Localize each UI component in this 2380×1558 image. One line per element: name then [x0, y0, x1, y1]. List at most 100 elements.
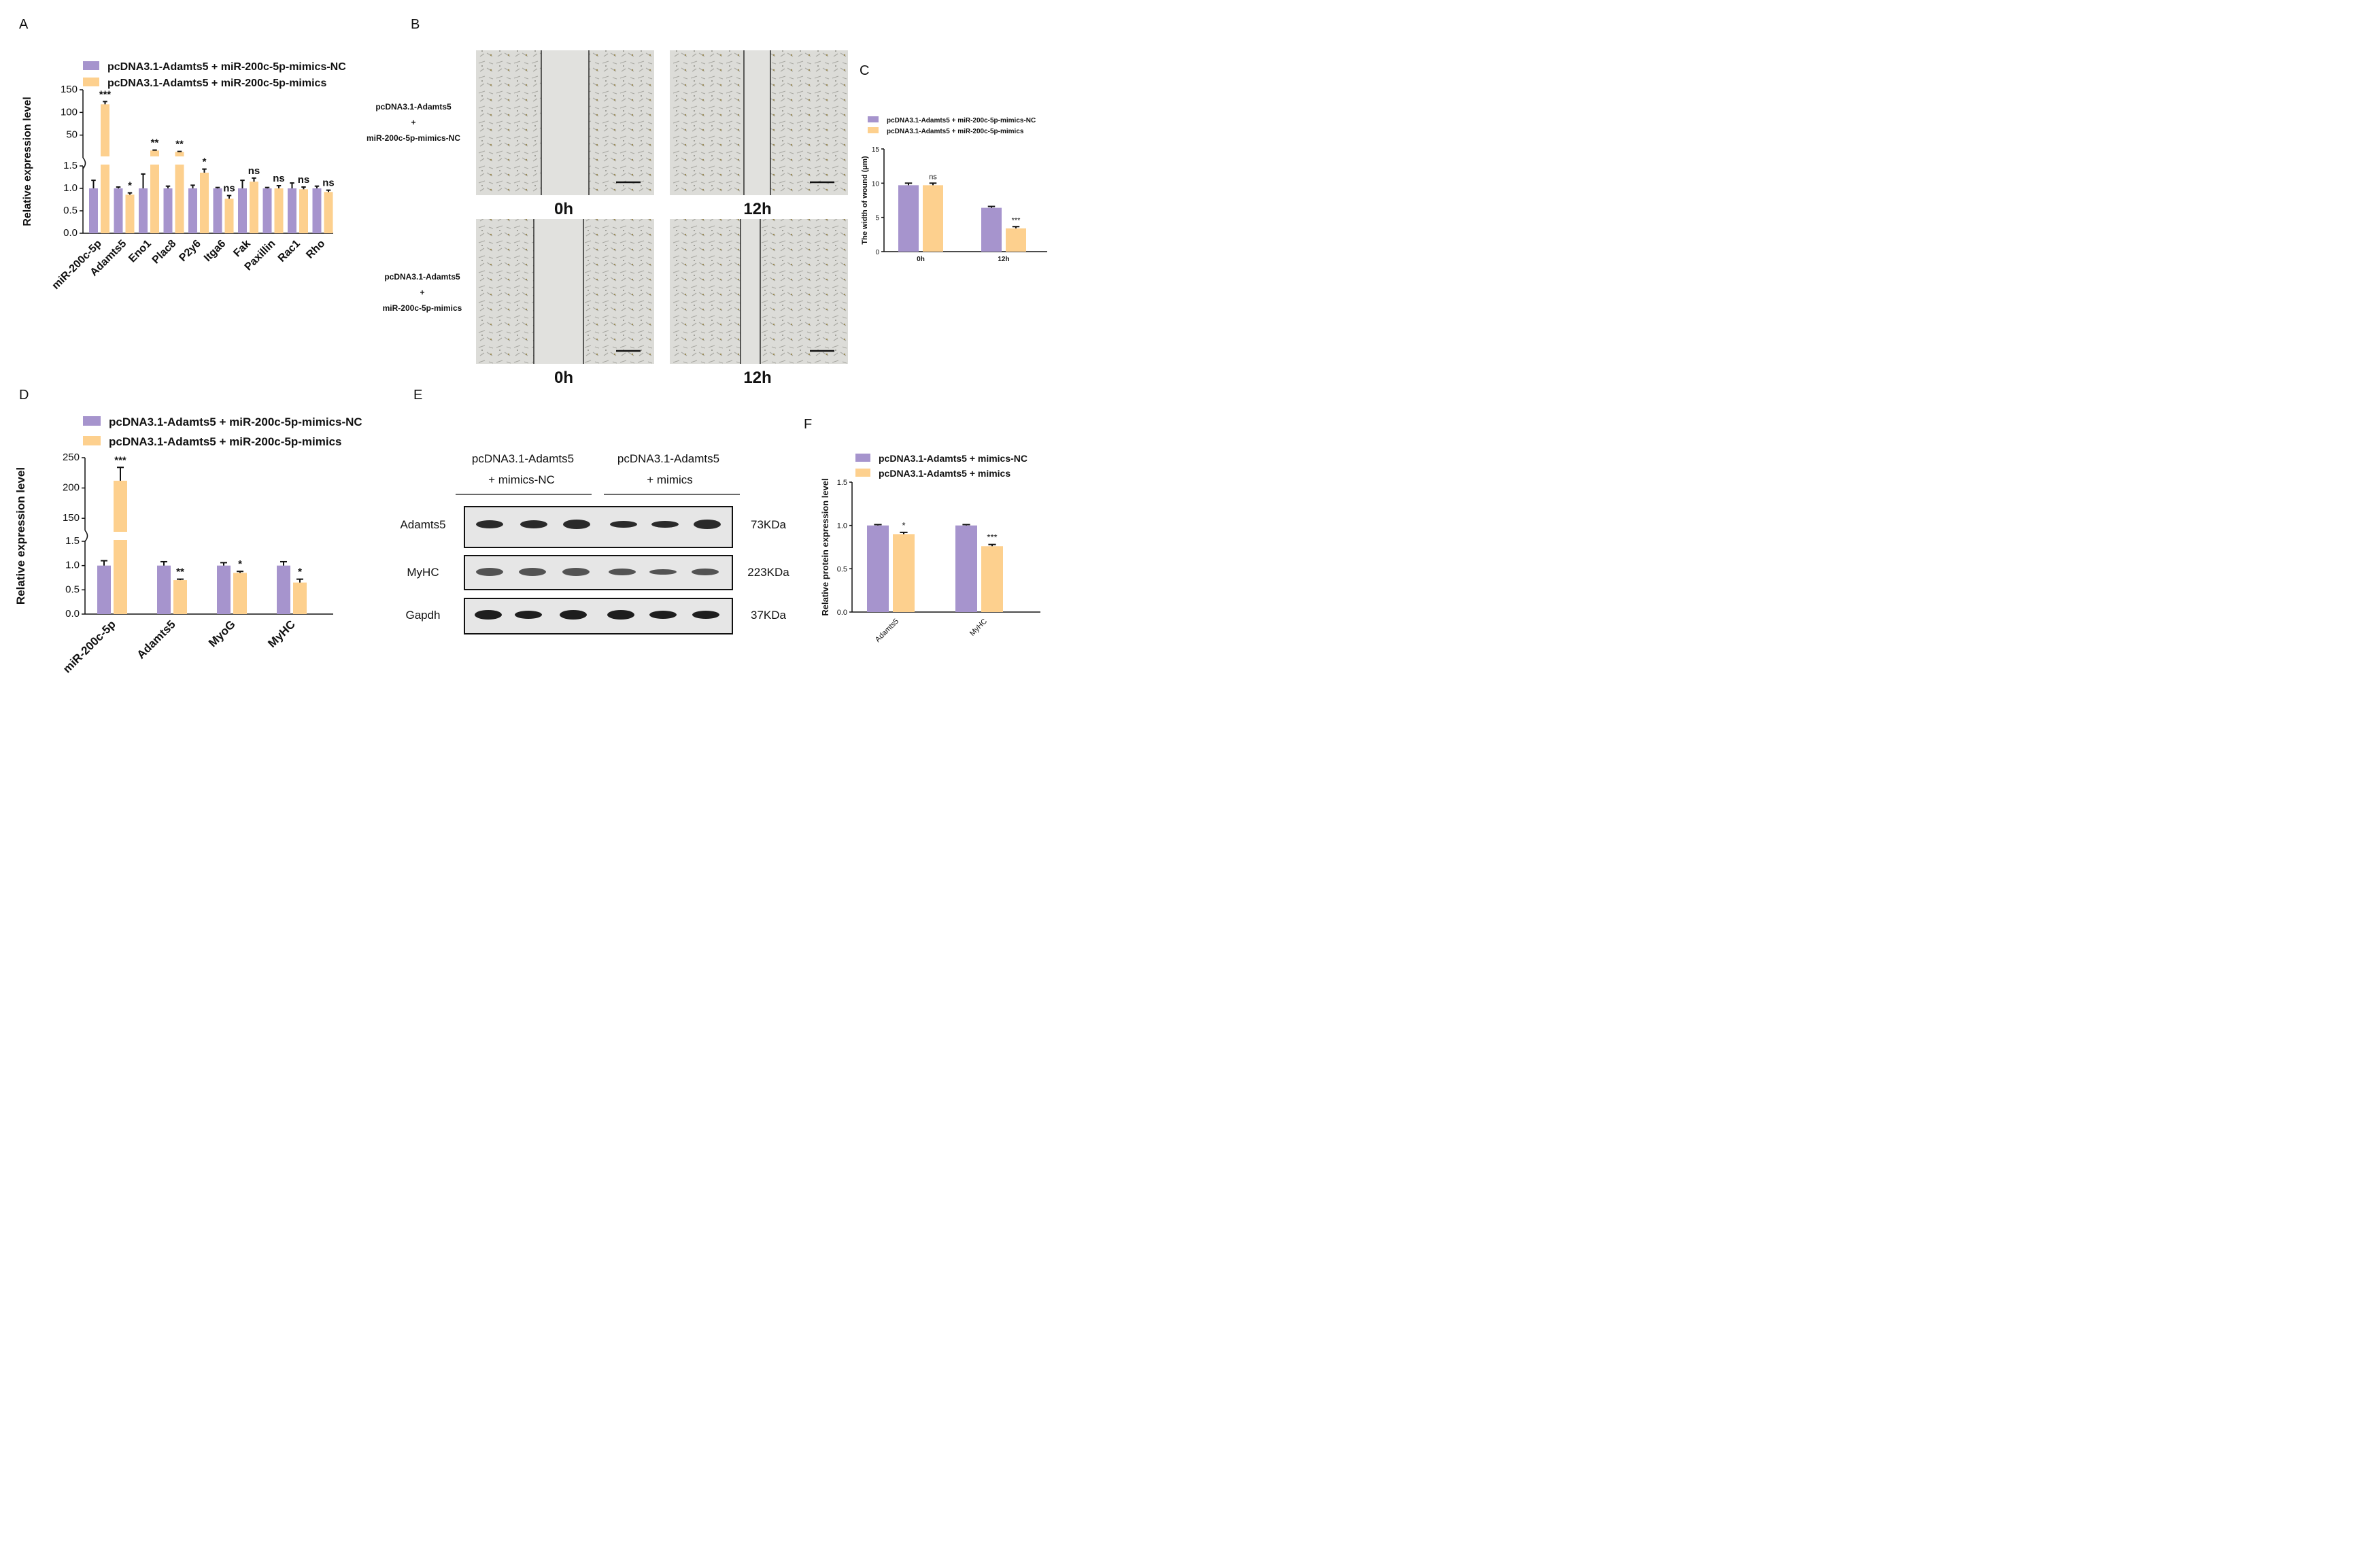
protein-band [563, 520, 590, 529]
nc-bar [955, 525, 977, 612]
time-label: 0h [554, 369, 573, 387]
y-tick-label: 1.5 [65, 535, 80, 547]
protein-band [560, 610, 587, 620]
blot-size-label: 73KDa [751, 518, 787, 531]
protein-band [610, 521, 637, 528]
legend-label: pcDNA3.1-Adamts5 + miR-200c-5p-mimics [109, 435, 341, 448]
y-tick-label: 0.5 [65, 583, 80, 595]
time-label: 12h [743, 369, 771, 387]
x-tick-label: MyHC [265, 617, 297, 649]
x-tick-label: MyHC [968, 617, 989, 638]
row-label-nc: pcDNA3.1-Adamts5 [375, 102, 452, 112]
mimics-bar [981, 546, 1003, 612]
blot-row-label: Adamts5 [400, 518, 445, 531]
significance-mark: ns [223, 183, 235, 194]
y-tick-label: 150 [63, 512, 80, 524]
blot-size-label: 37KDa [751, 609, 787, 622]
y-tick-label: 100 [61, 106, 78, 118]
blot-membrane [464, 555, 733, 590]
legend-label: pcDNA3.1-Adamts5 + mimics [879, 468, 1010, 479]
mimics-bar [299, 189, 308, 233]
legend-label: pcDNA3.1-Adamts5 + miR-200c-5p-mimics [887, 128, 1024, 135]
row-label-nc: miR-200c-5p-mimics-NC [367, 133, 460, 143]
significance-mark: * [238, 558, 242, 570]
y-tick-label: 1.0 [65, 560, 80, 571]
y-axis-label: Relative expression level [14, 467, 27, 605]
panel-letter-f: F [804, 417, 812, 432]
y-tick-label: 50 [66, 129, 78, 141]
y-tick-label: 1.5 [63, 160, 78, 171]
y-tick-label: 0 [875, 249, 879, 256]
y-tick-label: 0.0 [63, 227, 78, 239]
panel-letter-e: E [413, 388, 422, 403]
y-tick-label: 1.0 [63, 182, 78, 194]
bar-break-gap [113, 532, 128, 540]
protein-band [649, 611, 677, 619]
significance-mark: *** [114, 454, 126, 466]
nc-bar [898, 185, 919, 252]
x-tick-label: miR-200c-5p [61, 617, 118, 675]
panel-e-western-blot: pcDNA3.1-Adamts5 + mimics-NC pcDNA3.1-Adam… [400, 452, 789, 634]
y-tick-label: 1.5 [837, 479, 847, 487]
x-tick-label: 0h [917, 256, 925, 263]
legend-label: pcDNA3.1-Adamts5 + miR-200c-5p-mimics-NC [887, 117, 1036, 124]
legend-swatch-mimics [855, 469, 870, 477]
y-tick-label: 15 [872, 146, 880, 154]
x-tick-label: Rho [304, 238, 327, 261]
panel-letter-c: C [860, 63, 869, 78]
wound-gap [541, 50, 589, 195]
nc-bar [238, 188, 247, 233]
significance-mark: ns [248, 165, 260, 177]
protein-band [476, 520, 503, 528]
mimics-bar [274, 188, 284, 233]
panel-letter-a: A [19, 17, 29, 32]
legend-swatch-mimics [83, 436, 101, 445]
x-tick-label: Itga6 [202, 238, 228, 264]
nc-bar [163, 188, 173, 233]
bar-break-gap [174, 156, 185, 165]
legend-label: pcDNA3.1-Adamts5 + miR-200c-5p-mimics [107, 78, 326, 89]
y-tick-label: 200 [63, 482, 80, 494]
nc-bar [114, 188, 123, 233]
mimics-bar [250, 182, 258, 233]
y-tick-label: 0.5 [837, 565, 847, 573]
mimics-bar [923, 185, 943, 252]
protein-band [692, 611, 719, 619]
mimics-bar [324, 192, 333, 233]
protein-band [476, 568, 503, 576]
significance-mark: ** [151, 137, 159, 149]
axis-break [82, 157, 86, 169]
x-tick-label: P2y6 [177, 238, 203, 265]
y-tick-label: 1.0 [837, 522, 847, 530]
wound-gap [534, 219, 583, 364]
wound-gap [744, 50, 770, 195]
x-tick-label: Plac8 [150, 238, 179, 267]
mimics-bar [150, 150, 159, 233]
axis-break [84, 530, 88, 542]
significance-mark: * [902, 520, 905, 530]
panel-b-wound-images: 0h 12h 0h 12h pcDNA3.1-Adamts5 + miR-200c-5p-m… [367, 50, 848, 387]
significance-mark: *** [987, 532, 997, 543]
blot-size-label: 223KDa [747, 566, 789, 579]
mimics-bar [293, 582, 307, 614]
panel-c-chart: pcDNA3.1-Adamts5 + miR-200c-5p-mimics-NC… [861, 116, 1047, 263]
panel-letter-d: D [19, 388, 29, 403]
row-label-mimics: pcDNA3.1-Adamts5 [384, 272, 460, 282]
legend-swatch-nc [83, 61, 99, 70]
nc-bar [981, 207, 1002, 252]
blot-membrane [464, 506, 733, 548]
legend-swatch-nc [855, 454, 870, 462]
protein-band [519, 568, 546, 576]
mimics-bar [200, 172, 209, 233]
blot-membrane [464, 598, 733, 634]
y-axis-label: Relative protein expression level [820, 478, 830, 615]
significance-mark: * [203, 156, 207, 168]
protein-band [609, 569, 636, 575]
nc-bar [97, 565, 111, 614]
blot-row-label: MyHC [407, 566, 439, 579]
legend-label: pcDNA3.1-Adamts5 + miR-200c-5p-mimics-NC [109, 416, 362, 428]
protein-band [692, 569, 719, 575]
mimics-bar [233, 573, 247, 614]
group-label-nc: + mimics-NC [488, 473, 555, 486]
wound-gap [741, 219, 760, 364]
